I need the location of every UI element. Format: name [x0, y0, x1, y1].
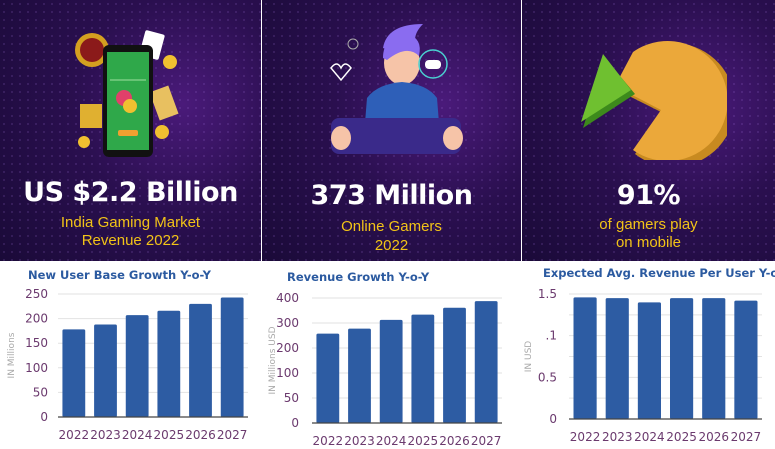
y-axis-label: IN USD [524, 341, 534, 373]
bar [379, 319, 403, 423]
arpu-bar-chart: 0 0.5 .1 1.5 IN USD 2022 2023 2024 2025 2026 2027 [524, 287, 762, 444]
y-axis-label: IN Millions [7, 332, 17, 378]
x-tick-label: 2026 [439, 434, 470, 448]
bar [189, 303, 212, 417]
bar [702, 298, 726, 419]
x-tick-label: 2023 [602, 430, 633, 444]
x-tick-label: 2024 [634, 430, 665, 444]
stat-label-line: on mobile [615, 234, 682, 251]
chart-title: New User Base Growth Y-o-Y [28, 268, 211, 282]
chart-title: Revenue Growth Y-o-Y [287, 270, 430, 284]
y-tick-label: 0 [549, 412, 557, 426]
y-tick-label: 0.5 [538, 370, 557, 384]
chart-title: Expected Avg. Revenue Per User Y-o-Y [543, 266, 775, 280]
bar [670, 298, 694, 419]
y-tick-label: 50 [33, 385, 48, 399]
bar [605, 298, 629, 419]
stat-label-line: of gamers play [599, 216, 698, 233]
stat-panel-mobile-share: 91% of gamers play on mobile [522, 0, 775, 261]
x-tick-label: 2023 [90, 428, 121, 442]
bar [157, 310, 181, 417]
x-tick-label: 2026 [185, 428, 216, 442]
bar [94, 324, 117, 417]
y-tick-label: 100 [25, 361, 48, 375]
stat-label-line: 2022 [374, 237, 409, 254]
y-tick-label: 0 [291, 416, 299, 430]
y-tick-label: 100 [276, 366, 299, 380]
pie-chart-illustration [581, 41, 727, 160]
y-tick-label: .1 [546, 329, 557, 343]
x-tick-label: 2027 [731, 430, 762, 444]
bar [734, 300, 758, 419]
stat-label-line: Revenue 2022 [81, 232, 180, 249]
stat-panel-online-gamers: 373 Million Online Gamers 2022 [262, 0, 521, 261]
y-tick-label: 50 [284, 391, 299, 405]
y-tick-label: 0 [40, 410, 48, 424]
x-tick-label: 2022 [313, 434, 344, 448]
x-tick-label: 2027 [217, 428, 248, 442]
bar [62, 329, 86, 417]
bar [220, 297, 244, 417]
bar [316, 333, 340, 423]
bar [411, 314, 435, 423]
stat-label-line: Online Gamers [341, 218, 442, 235]
y-axis-label: IN Millions USD [268, 326, 278, 394]
chart-card-arpu: Expected Avg. Revenue Per User Y-o-Y 0 0.… [515, 261, 775, 449]
x-tick-label: 2024 [376, 434, 407, 448]
x-tick-label: 2024 [122, 428, 153, 442]
y-tick-label: 400 [276, 291, 299, 305]
bar [348, 328, 371, 423]
bar [637, 302, 661, 419]
y-tick-label: 1.5 [538, 287, 557, 301]
x-tick-label: 2027 [471, 434, 502, 448]
y-tick-label: 200 [276, 341, 299, 355]
chart-card-user-growth: New User Base Growth Y-o-Y 0 50 100 150 200 2… [0, 261, 252, 449]
x-tick-label: 2025 [154, 428, 185, 442]
y-tick-label: 300 [276, 316, 299, 330]
mobile-casino-illustration [75, 30, 179, 157]
x-tick-label: 2022 [570, 430, 601, 444]
x-tick-label: 2025 [408, 434, 439, 448]
stat-panel-market-revenue: US $2.2 Billion India Gaming Market Reve… [0, 0, 261, 261]
x-tick-label: 2022 [59, 428, 90, 442]
gamer-illustration [330, 24, 463, 154]
x-tick-label: 2023 [344, 434, 375, 448]
stat-value: 91% [616, 180, 681, 211]
bar [573, 297, 597, 419]
stat-value: US $2.2 Billion [23, 177, 238, 208]
chart-card-revenue-growth: Revenue Growth Y-o-Y 0 50 100 200 300 400 IN M… [257, 261, 511, 449]
bar [474, 301, 498, 423]
y-tick-label: 150 [25, 336, 48, 350]
stat-label-line: India Gaming Market [60, 214, 201, 231]
bar [443, 307, 466, 423]
x-tick-label: 2026 [698, 430, 729, 444]
stat-value: 373 Million [310, 180, 473, 211]
bar [125, 315, 149, 417]
x-tick-label: 2025 [666, 430, 697, 444]
y-tick-label: 200 [25, 312, 48, 326]
y-tick-label: 250 [25, 287, 48, 301]
